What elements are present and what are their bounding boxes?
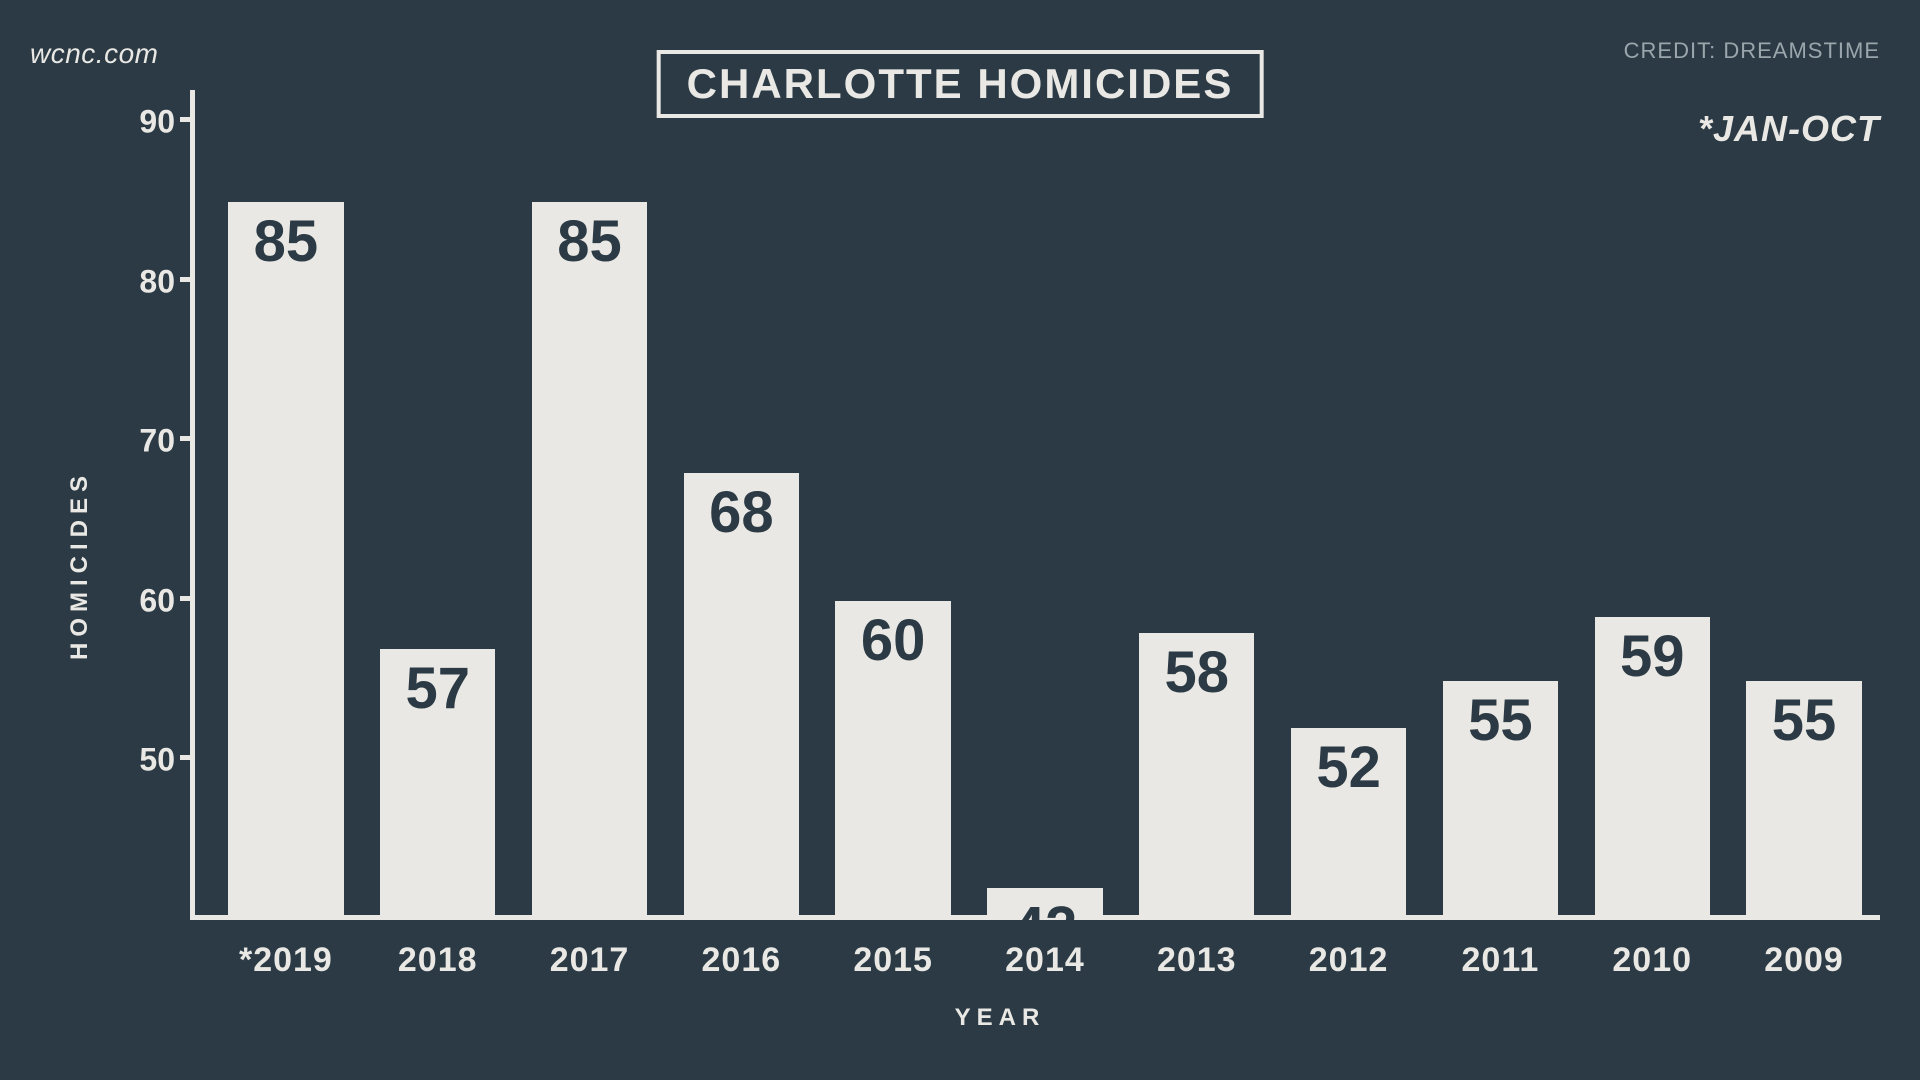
- bar: 42: [987, 888, 1102, 920]
- y-tick-mark: [180, 755, 190, 760]
- bar-value-label: 59: [1595, 623, 1710, 690]
- bar: 55: [1746, 681, 1861, 920]
- bar: 85: [228, 202, 343, 920]
- y-tick-label: 70: [120, 423, 175, 460]
- plot-area: 5060708090 8557856860425852555955: [190, 90, 1880, 920]
- bar-slot: 68: [665, 90, 817, 920]
- bar: 58: [1139, 633, 1254, 920]
- bar-chart: HOMICIDES 5060708090 8557856860425852555…: [110, 90, 1890, 1040]
- bar-value-label: 57: [380, 655, 495, 722]
- x-labels: *201920182017201620152014201320122011201…: [210, 941, 1880, 980]
- bar-slot: 85: [210, 90, 362, 920]
- bar-value-label: 68: [684, 479, 799, 546]
- x-category-label: 2011: [1425, 941, 1577, 980]
- bar-slot: 59: [1576, 90, 1728, 920]
- y-tick-label: 90: [120, 103, 175, 140]
- bar-value-label: 85: [532, 208, 647, 275]
- bar-value-label: 52: [1291, 734, 1406, 801]
- bar-slot: 60: [817, 90, 969, 920]
- x-category-label: 2010: [1576, 941, 1728, 980]
- bar-slot: 85: [514, 90, 666, 920]
- bar-slot: 52: [1273, 90, 1425, 920]
- bar: 85: [532, 202, 647, 920]
- x-category-label: 2015: [817, 941, 969, 980]
- bar-value-label: 85: [228, 208, 343, 275]
- x-category-label: 2016: [665, 941, 817, 980]
- bar: 68: [684, 473, 799, 920]
- bar: 52: [1291, 728, 1406, 920]
- y-tick-mark: [180, 277, 190, 282]
- y-tick-mark: [180, 117, 190, 122]
- bar-slot: 55: [1425, 90, 1577, 920]
- bar-value-label: 58: [1139, 639, 1254, 706]
- y-axis-line: [190, 90, 195, 920]
- bar-slot: 42: [969, 90, 1121, 920]
- x-category-label: 2014: [969, 941, 1121, 980]
- x-category-label: 2013: [1121, 941, 1273, 980]
- y-tick-label: 60: [120, 582, 175, 619]
- bar-slot: 57: [362, 90, 514, 920]
- bar: 59: [1595, 617, 1710, 920]
- x-category-label: 2017: [514, 941, 666, 980]
- bar-slot: 58: [1121, 90, 1273, 920]
- y-tick-label: 80: [120, 263, 175, 300]
- y-tick-mark: [180, 436, 190, 441]
- bars-container: 85 57 85 68 60 42 58 52 55 59 55: [210, 90, 1880, 920]
- bar: 57: [380, 649, 495, 920]
- x-category-label: *2019: [210, 941, 362, 980]
- y-axis-title: HOMICIDES: [66, 470, 94, 660]
- image-credit: CREDIT: DREAMSTIME: [1624, 38, 1880, 64]
- bar: 55: [1443, 681, 1558, 920]
- bar-value-label: 60: [835, 607, 950, 674]
- x-category-label: 2012: [1273, 941, 1425, 980]
- x-axis-title: YEAR: [110, 1004, 1890, 1032]
- source-watermark: wcnc.com: [30, 38, 158, 70]
- bar-slot: 55: [1728, 90, 1880, 920]
- bar: 60: [835, 601, 950, 920]
- x-category-label: 2009: [1728, 941, 1880, 980]
- y-tick-mark: [180, 596, 190, 601]
- bar-value-label: 55: [1746, 687, 1861, 754]
- y-tick-label: 50: [120, 742, 175, 779]
- bar-value-label: 55: [1443, 687, 1558, 754]
- x-category-label: 2018: [362, 941, 514, 980]
- chart-stage: wcnc.com CREDIT: DREAMSTIME *JAN-OCT CHA…: [0, 0, 1920, 1080]
